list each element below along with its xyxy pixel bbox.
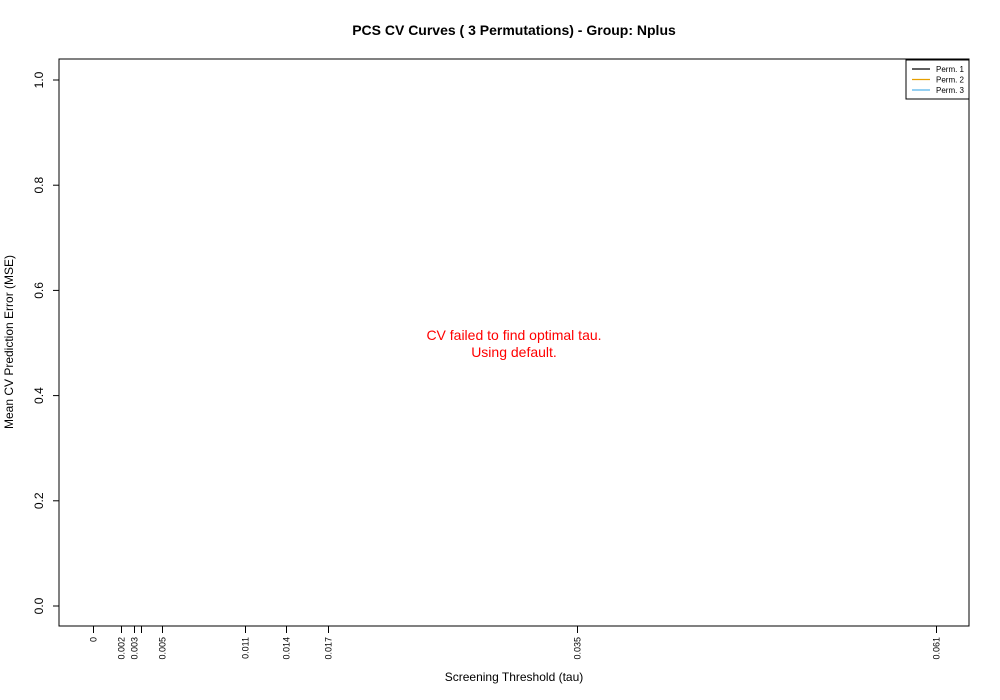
x-tick-label: 0 — [89, 637, 99, 642]
legend-label: Perm. 2 — [936, 76, 965, 85]
cv-failure-note-line-2: Using default. — [471, 344, 557, 360]
cv-failure-note-line-1: CV failed to find optimal tau. — [426, 327, 601, 343]
x-tick-label: 0.011 — [241, 637, 251, 659]
plot-frame — [58, 58, 970, 627]
cv-failure-note: CV failed to find optimal tau. Using def… — [426, 327, 601, 360]
x-axis: 0 0.002 0.003 0.005 0.011 0.014 0.017 0.035 0.06… — [89, 626, 942, 660]
x-tick-label: 0.002 — [117, 637, 127, 660]
y-tick-label: 0.6 — [32, 282, 46, 299]
x-tick-label: 0.061 — [932, 637, 942, 660]
y-tick-label: 1.0 — [32, 71, 46, 88]
y-tick-label: 0.8 — [32, 177, 46, 194]
y-tick-label: 0.4 — [32, 387, 46, 404]
y-tick-label: 0.0 — [32, 597, 46, 614]
y-axis: 0.0 0.2 0.4 0.6 0.8 1.0 — [32, 71, 59, 614]
x-tick-label: 0.014 — [282, 637, 292, 660]
x-tick-label: 0.003 — [130, 637, 140, 660]
x-axis-label: Screening Threshold (tau) — [445, 670, 584, 684]
y-tick-label: 0.2 — [32, 492, 46, 509]
y-axis-label: Mean CV Prediction Error (MSE) — [2, 255, 16, 429]
legend-label: Perm. 3 — [936, 86, 965, 95]
x-tick-label: 0.005 — [158, 637, 168, 660]
x-tick-label: 0.017 — [324, 637, 334, 660]
chart-title: PCS CV Curves ( 3 Permutations) - Group:… — [352, 22, 676, 38]
x-tick-label: 0.035 — [573, 637, 583, 660]
legend-label: Perm. 1 — [936, 65, 965, 74]
